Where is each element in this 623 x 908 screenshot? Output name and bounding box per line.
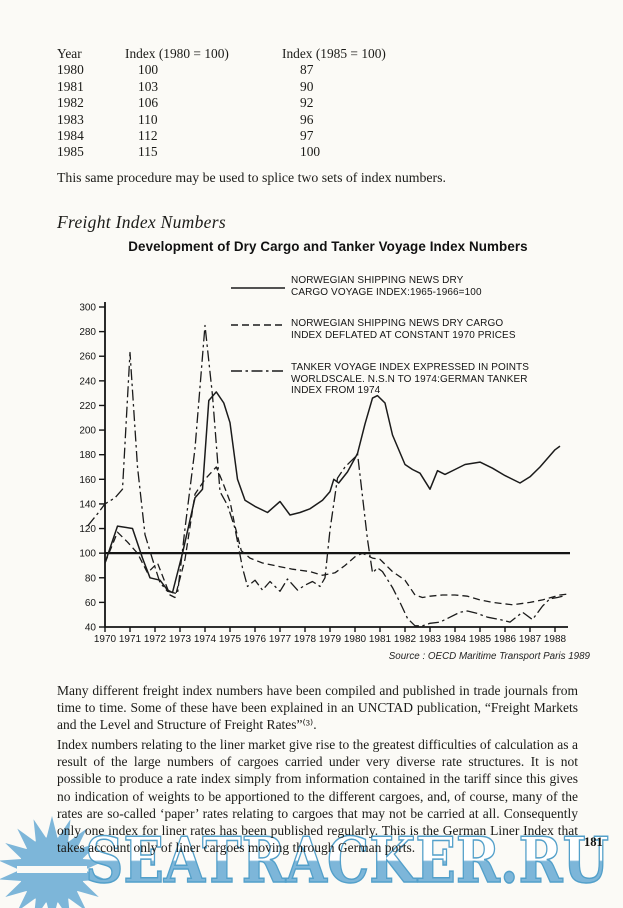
svg-text:280: 280	[80, 327, 96, 338]
svg-text:1970: 1970	[94, 634, 117, 645]
legend-label-line: CARGO VOYAGE INDEX:1965-1966=100	[291, 286, 482, 298]
svg-text:1983: 1983	[419, 634, 442, 645]
svg-text:1981: 1981	[369, 634, 392, 645]
table-row: 1981 103 90	[57, 79, 452, 95]
svg-text:1982: 1982	[394, 634, 417, 645]
table-cell: 1984	[57, 128, 84, 144]
table-cell: 1985	[57, 144, 84, 160]
legend-label-line: NORWEGIAN SHIPPING NEWS DRY	[291, 275, 464, 286]
svg-text:1988: 1988	[544, 634, 567, 645]
svg-text:1980: 1980	[344, 634, 367, 645]
table-cell: 106	[138, 95, 159, 111]
svg-text:140: 140	[80, 499, 96, 510]
table-cell: 96	[300, 111, 314, 127]
splice-note: This same procedure may be used to splic…	[57, 170, 446, 185]
table-cell: 100	[300, 144, 321, 160]
legend-label-line: INDEX FROM 1974	[291, 385, 381, 397]
table-row: 1980 100 87	[57, 62, 452, 78]
table-cell: 1982	[57, 95, 84, 111]
legend-item-dry-cargo-voyage: NORWEGIAN SHIPPING NEWS DRY CARGO VOYAGE…	[230, 275, 570, 298]
sun-logo	[0, 816, 106, 908]
dashed-line-icon	[231, 324, 285, 326]
svg-text:200: 200	[80, 426, 96, 437]
svg-text:300: 300	[80, 303, 96, 314]
svg-text:1987: 1987	[519, 634, 542, 645]
freight-index-chart: 40 60 80 100 120 140 160 180 200 220 240 260 280 300 1…	[80, 265, 615, 660]
table-header-index-1980: Index (1980 = 100)	[125, 46, 229, 61]
legend-label-line: NORWEGIAN SHIPPING NEWS DRY CARGO	[291, 318, 504, 329]
table-cell: 92	[300, 95, 314, 111]
svg-text:120: 120	[80, 524, 96, 535]
table-cell: 115	[138, 144, 158, 160]
legend-label-line: TANKER VOYAGE INDEX EXPRESSED IN POINTS	[291, 362, 530, 373]
page-number: 181	[584, 835, 603, 849]
table-cell: 1980	[57, 62, 84, 78]
section-heading: Freight Index Numbers	[57, 212, 226, 232]
legend-item-deflated-index: NORWEGIAN SHIPPING NEWS DRY CARGO INDEX …	[230, 318, 570, 341]
sun-horizon-gap	[17, 866, 87, 873]
legend-label: NORWEGIAN SHIPPING NEWS DRY CARGO VOYAGE…	[291, 275, 482, 298]
table-header-index-1985: Index (1985 = 100)	[282, 46, 386, 61]
table-cell: 100	[138, 62, 159, 78]
svg-text:1985: 1985	[469, 634, 492, 645]
legend-label: NORWEGIAN SHIPPING NEWS DRY CARGO INDEX …	[291, 318, 516, 341]
paragraph: Index numbers relating to the liner mark…	[57, 737, 578, 856]
svg-text:240: 240	[80, 376, 96, 387]
svg-text:80: 80	[85, 573, 97, 584]
legend-label: TANKER VOYAGE INDEX EXPRESSED IN POINTS …	[291, 362, 529, 397]
svg-text:100: 100	[80, 549, 96, 560]
solid-line-icon	[231, 287, 285, 289]
svg-text:1986: 1986	[494, 634, 517, 645]
legend-label-line: INDEX DEFLATED AT CONSTANT 1970 PRICES	[291, 329, 516, 341]
watermark-text: SEATRACKER.RU	[85, 823, 609, 897]
table-cell: 112	[138, 128, 158, 144]
paragraph: Many different freight index numbers hav…	[57, 683, 578, 733]
table-row: 1982 106 92	[57, 95, 452, 111]
svg-text:1984: 1984	[444, 634, 467, 645]
svg-text:1974: 1974	[194, 634, 217, 645]
svg-text:220: 220	[80, 401, 96, 412]
svg-text:1975: 1975	[219, 634, 242, 645]
table-cell: 1983	[57, 111, 84, 127]
table-cell: 90	[300, 78, 314, 94]
splice-table: Year Index (1980 = 100) Index (1985 = 10…	[57, 46, 452, 161]
svg-text:260: 260	[80, 352, 96, 363]
svg-text:160: 160	[80, 475, 96, 486]
table-cell: 97	[300, 128, 314, 144]
dashdot-line-icon	[231, 370, 285, 372]
table-row: 1985 115 100	[57, 144, 452, 160]
table-row: 1984 112 97	[57, 128, 452, 144]
table-cell: 103	[138, 78, 159, 94]
svg-text:1976: 1976	[244, 634, 267, 645]
table-cell: 110	[138, 111, 158, 127]
svg-text:1972: 1972	[144, 634, 167, 645]
svg-text:1979: 1979	[319, 634, 342, 645]
legend-label-line: WORLDSCALE. N.S.N TO 1974:GERMAN TANKER	[291, 373, 528, 385]
svg-text:1977: 1977	[269, 634, 292, 645]
table-cell: 1981	[57, 78, 84, 94]
svg-text:1973: 1973	[169, 634, 192, 645]
svg-text:40: 40	[85, 623, 97, 634]
svg-text:1978: 1978	[294, 634, 317, 645]
svg-text:180: 180	[80, 450, 96, 461]
table-header-year: Year	[57, 46, 82, 61]
svg-text:1971: 1971	[119, 634, 142, 645]
table-header-row: Year Index (1980 = 100) Index (1985 = 10…	[57, 46, 452, 62]
legend-item-tanker-voyage: TANKER VOYAGE INDEX EXPRESSED IN POINTS …	[230, 362, 570, 397]
table-cell: 87	[300, 62, 314, 78]
chart-canvas: 40 60 80 100 120 140 160 180 200 220 240 260 280 300 1…	[80, 302, 571, 645]
table-row: 1983 110 96	[57, 112, 452, 128]
chart-source: Source : OECD Maritime Transport Paris 1…	[388, 651, 590, 662]
svg-text:60: 60	[85, 598, 97, 609]
seatracker-watermark: SEATRACKER.RU	[0, 816, 610, 908]
chart-title: Development of Dry Cargo and Tanker Voya…	[128, 239, 528, 254]
